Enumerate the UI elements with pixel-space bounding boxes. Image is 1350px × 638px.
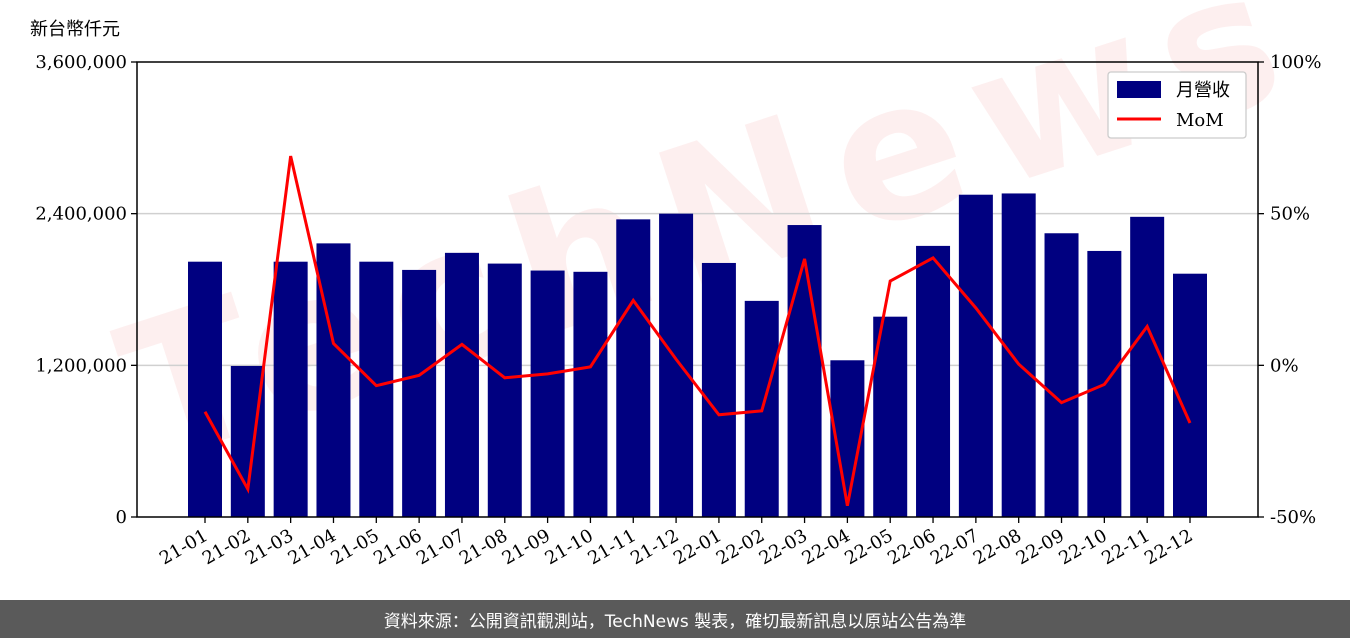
x-tick-label: 22-01 [670, 525, 725, 569]
x-tick-label: 22-11 [1098, 525, 1153, 569]
x-tick-label: 21-02 [199, 525, 254, 569]
y-right-tick-label: 0% [1270, 355, 1299, 376]
x-tick-label: 22-06 [884, 525, 939, 569]
y-right-tick-label: -50% [1270, 507, 1316, 528]
x-tick-label: 21-12 [627, 525, 682, 569]
bar-21-09 [530, 270, 565, 517]
bar-22-11 [1130, 216, 1165, 517]
bar-21-05 [359, 261, 394, 517]
x-tick-label: 22-12 [1141, 525, 1196, 569]
bar-21-01 [188, 261, 222, 517]
x-tick-label: 22-03 [756, 525, 811, 569]
x-tick-label: 21-07 [413, 525, 468, 569]
legend-swatch-bar [1117, 81, 1161, 98]
bar-22-08 [1001, 193, 1036, 517]
y-left-tick-label: 0 [116, 507, 127, 528]
bar-22-09 [1044, 233, 1079, 517]
bar-21-04 [316, 243, 351, 518]
x-tick-label: 21-06 [370, 525, 425, 569]
x-tick-label: 22-07 [927, 525, 982, 569]
x-tick-label: 22-04 [798, 525, 853, 569]
x-tick-label: 22-10 [1055, 525, 1110, 569]
plot-frame [136, 61, 1259, 518]
y-left-tick-label: 1,200,000 [35, 355, 127, 376]
bar-21-08 [487, 263, 522, 517]
footer-text: 資料來源：公開資訊觀測站，TechNews 製表，確切最新訊息以原站公告為準 [383, 611, 967, 632]
x-tick-label: 21-01 [156, 525, 211, 569]
x-tick-label: 21-03 [242, 525, 297, 569]
bar-22-01 [701, 262, 736, 517]
bar-22-03 [787, 225, 822, 517]
legend-label-line: MoM [1176, 110, 1224, 131]
x-tick-label: 21-04 [285, 525, 340, 569]
bar-21-12 [659, 213, 694, 517]
bar-22-07 [958, 194, 993, 518]
bar-21-06 [402, 269, 437, 517]
x-tick-label: 22-08 [970, 525, 1025, 569]
y-right-tick-label: 100% [1270, 52, 1321, 73]
bar-21-11 [616, 219, 651, 517]
footer-source-note: 資料來源：公開資訊觀測站，TechNews 製表，確切最新訊息以原站公告為準 [0, 600, 1350, 638]
y-axis-unit-label: 新台幣仟元 [30, 19, 120, 40]
x-tick-label: 22-02 [713, 525, 768, 569]
y-left-tick-label: 3,600,000 [35, 52, 127, 73]
x-tick-label: 22-09 [1013, 525, 1068, 569]
mom-line [203, 155, 1192, 507]
y-right-tick-label: 50% [1270, 204, 1310, 225]
chart-svg: 0 1,200,000 2,400,000 3,600,000 -50% 0% 50% 100… [35, 52, 1321, 569]
bar-21-03 [273, 261, 308, 517]
x-tick-label: 21-09 [499, 525, 554, 569]
y-left-tick-label: 2,400,000 [35, 204, 127, 225]
bar-21-07 [444, 252, 479, 517]
x-tick-label: 21-10 [541, 525, 596, 569]
x-tick-label: 21-08 [456, 525, 511, 569]
bar-22-06 [916, 245, 951, 518]
x-tick-label: 21-11 [584, 525, 639, 569]
x-tick-label: 22-05 [841, 525, 896, 569]
x-tick-label: 21-05 [327, 525, 382, 569]
bar-21-10 [573, 271, 608, 517]
chart-area: TechNews 新台幣仟元 0 1,200,000 2,400,000 3,600,… [30, 0, 1323, 569]
bar-22-05 [873, 316, 908, 517]
legend-label-bar: 月營收 [1176, 80, 1230, 101]
